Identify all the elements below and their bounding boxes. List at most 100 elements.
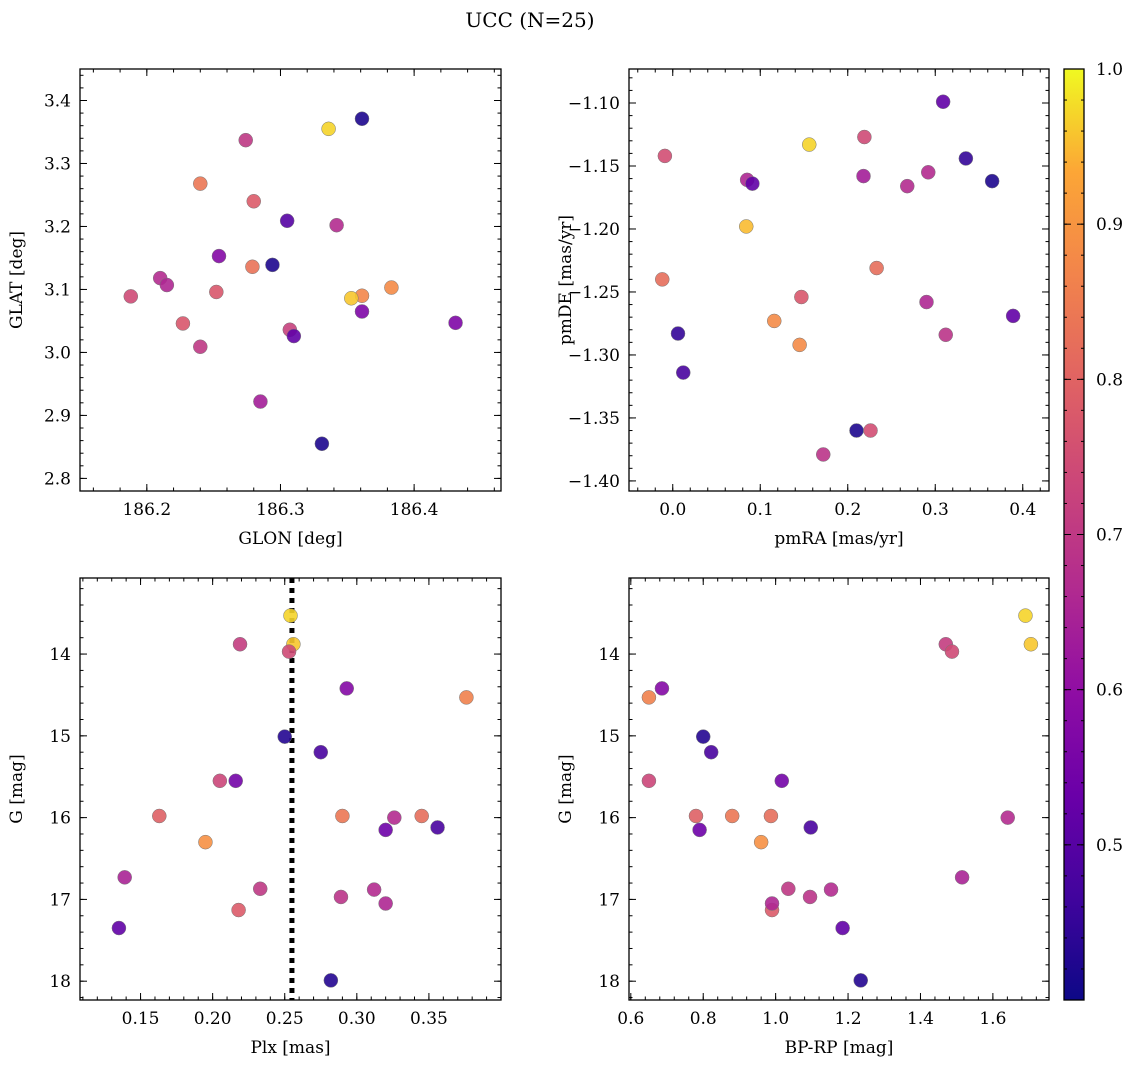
data-point — [641, 690, 657, 705]
y-tick-label: −1.35 — [568, 409, 620, 429]
data-point — [900, 178, 915, 194]
data-point — [670, 326, 686, 341]
x-tick-label: 0.3 — [922, 500, 949, 520]
data-point — [231, 902, 246, 918]
data-point — [655, 272, 670, 287]
data-point — [739, 219, 754, 234]
data-point — [246, 194, 261, 209]
data-point — [1005, 308, 1021, 324]
data-point — [857, 129, 872, 145]
axes-frame — [79, 68, 502, 492]
y-tick-label: −1.15 — [568, 157, 620, 177]
data-point — [286, 328, 302, 344]
colorbar-tick-label: 1.0 — [1096, 60, 1123, 80]
x-tick-label: 1.6 — [979, 1009, 1006, 1029]
data-point — [938, 327, 953, 343]
figure-title: UCC (N=25) — [465, 8, 594, 32]
x-tick-label: 0.8 — [690, 1009, 717, 1029]
data-point — [816, 447, 831, 462]
data-point — [1018, 608, 1033, 623]
x-tick-label: 0.20 — [194, 1009, 232, 1029]
y-tick-label: 3.3 — [44, 154, 71, 174]
x-axis-label: BP-RP [mag] — [785, 1038, 894, 1058]
colorbar-tick-label: 0.6 — [1096, 681, 1123, 701]
data-point — [339, 681, 354, 696]
panel-2: 0.0 0.1 0.2 0.3 0.4 −1.40 −1.35 −1.30 −1.25 −1.20… — [556, 68, 1050, 549]
data-point — [1000, 810, 1015, 825]
data-point — [314, 436, 330, 452]
data-point — [212, 773, 228, 789]
data-point — [279, 213, 295, 229]
data-point — [283, 608, 298, 623]
data-point — [641, 773, 657, 789]
x-axis-label: GLON [deg] — [238, 529, 342, 549]
data-point — [767, 313, 782, 329]
data-point — [232, 636, 248, 652]
data-point — [430, 820, 445, 835]
data-point — [344, 291, 359, 306]
y-tick-label: −1.20 — [568, 220, 620, 240]
data-point — [849, 423, 864, 438]
data-point — [228, 773, 243, 789]
data-point — [958, 151, 974, 166]
data-point — [253, 394, 268, 409]
y-tick-label: 3.0 — [44, 343, 71, 363]
x-axis-label: pmRA [mas/yr] — [774, 529, 903, 549]
data-point — [211, 248, 227, 264]
y-tick-label: −1.25 — [568, 283, 620, 303]
y-tick-label: −1.40 — [568, 472, 620, 492]
data-point — [745, 176, 760, 191]
panel-1: 186.2 186.3 186.4 2.8 2.9 3.0 3.1 3.2 3.3 3.4 GLON… — [7, 68, 502, 549]
data-point — [692, 822, 707, 838]
data-point — [954, 870, 970, 885]
data-point — [281, 644, 297, 659]
y-tick-label: 3.4 — [44, 91, 71, 111]
y-tick-label: 16 — [598, 809, 620, 829]
y-tick-label: 15 — [49, 727, 71, 747]
data-point — [335, 808, 350, 824]
y-tick-label: 17 — [598, 890, 620, 910]
data-point — [378, 822, 393, 838]
data-point — [354, 111, 370, 127]
colorbar-tick-label: 0.7 — [1096, 526, 1123, 546]
data-point — [193, 339, 208, 355]
scatter-points — [655, 94, 1021, 462]
data-point — [323, 973, 339, 988]
data-point — [1023, 636, 1039, 652]
data-point — [869, 260, 884, 276]
data-point — [763, 808, 779, 824]
data-point — [193, 176, 208, 191]
data-point — [657, 148, 673, 164]
x-tick-label: 1.2 — [835, 1009, 862, 1029]
data-point — [764, 896, 780, 911]
scatter-points — [123, 111, 463, 452]
data-point — [823, 882, 839, 897]
x-tick-label: 0.4 — [1009, 500, 1036, 520]
y-tick-label: 2.9 — [44, 406, 71, 426]
x-tick-label: 0.2 — [834, 500, 861, 520]
y-tick-label: −1.10 — [568, 94, 620, 114]
x-tick-label: 0.25 — [266, 1009, 304, 1029]
data-point — [111, 920, 127, 936]
data-point — [277, 729, 292, 744]
data-point — [414, 808, 429, 824]
x-tick-label: 1.4 — [907, 1009, 934, 1029]
data-point — [175, 316, 191, 331]
data-point — [703, 744, 719, 760]
y-tick-label: 16 — [49, 809, 71, 829]
y-tick-label: 2.8 — [44, 469, 71, 489]
y-tick-label: −1.30 — [568, 346, 620, 366]
data-point — [676, 365, 691, 380]
y-axis-label: GLAT [deg] — [7, 231, 27, 329]
data-point — [724, 808, 740, 824]
x-tick-label: 0.6 — [617, 1009, 644, 1029]
data-point — [366, 882, 382, 897]
x-tick-label: 0.15 — [122, 1009, 160, 1029]
colorbar-tick-label: 0.9 — [1096, 215, 1123, 235]
colorbar: 0.5 0.6 0.7 0.8 0.9 1.0 — [1063, 60, 1123, 1001]
data-point — [459, 690, 474, 705]
data-point — [354, 304, 370, 319]
data-point — [794, 289, 809, 305]
panels: 186.2 186.3 186.4 2.8 2.9 3.0 3.1 3.2 3.3 3.4 GLON… — [7, 68, 1050, 1058]
